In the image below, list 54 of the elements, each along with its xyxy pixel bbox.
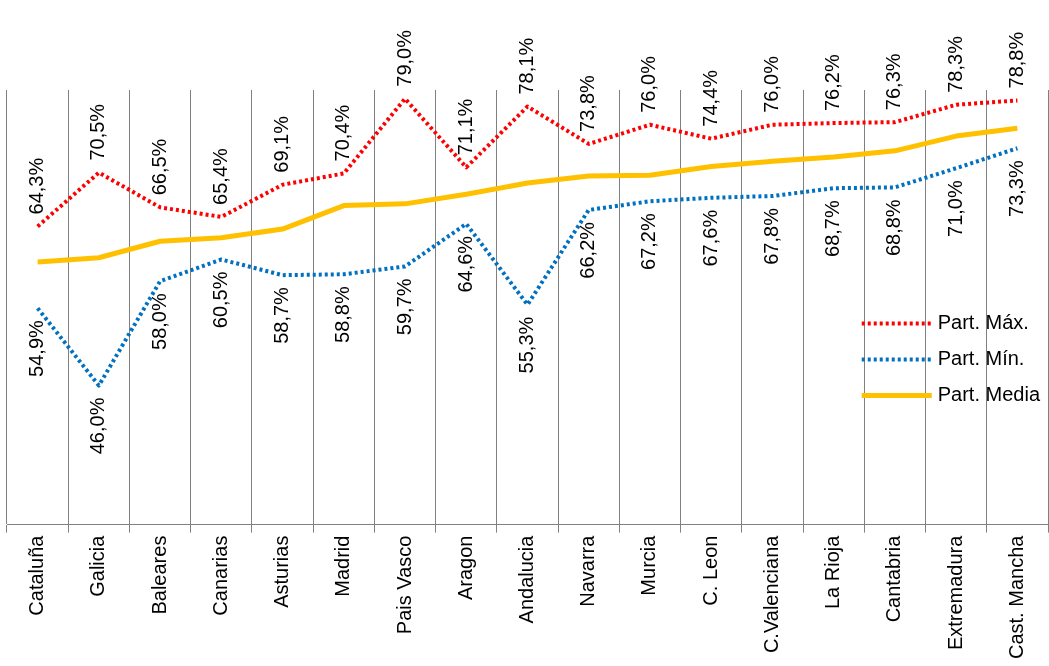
data-label: 60,5% [208, 271, 231, 329]
data-label: 69,1% [270, 115, 293, 173]
x-tick-label: C.Valenciana [759, 534, 782, 654]
x-tick-label: Galicia [86, 534, 109, 597]
data-label: 76,3% [882, 53, 905, 111]
x-tick-label: Navarra [576, 534, 599, 607]
data-label: 70,4% [331, 104, 354, 162]
x-tick-label: Andalucia [515, 534, 538, 624]
x-tick-label: Aragon [453, 535, 476, 601]
data-label: 55,3% [515, 316, 538, 374]
data-label: 76,2% [821, 54, 844, 112]
x-tick-label: Asturias [270, 535, 293, 608]
data-label: 78,1% [515, 37, 538, 95]
data-label: 58,7% [270, 286, 293, 344]
data-label: 64,3% [25, 157, 48, 215]
x-tick-label: Cast. Mancha [1004, 534, 1027, 659]
data-label: 54,9% [25, 319, 48, 377]
data-label: 65,4% [208, 147, 231, 205]
data-label: 73,8% [576, 74, 599, 132]
data-label: 67,8% [759, 207, 782, 265]
data-label: 58,0% [147, 293, 170, 350]
data-label: 66,2% [576, 221, 599, 279]
data-label: 78,8% [1004, 31, 1027, 89]
x-tick-label: Pais Vasco [392, 535, 415, 635]
data-label: 64,6% [453, 235, 476, 293]
data-label: 68,7% [821, 200, 844, 257]
x-tick-label: Baleares [147, 535, 170, 615]
data-label: 70,5% [86, 103, 109, 161]
data-label: 67,6% [698, 209, 721, 267]
data-label: 74,4% [698, 69, 721, 127]
data-label: 71,1% [453, 98, 476, 156]
data-label: 68,8% [882, 199, 905, 257]
data-label: 79,0% [392, 29, 415, 87]
data-label: 78,3% [943, 35, 966, 93]
x-tick-label: Canarias [208, 535, 231, 616]
data-label: 76,0% [759, 55, 782, 113]
data-label: 46,0% [86, 397, 109, 455]
x-tick-label: Cataluña [25, 534, 48, 616]
legend-label: Part. Máx. [937, 310, 1029, 333]
x-tick-label: Murcia [637, 534, 660, 596]
legend-label: Part. Media [937, 382, 1041, 405]
data-label: 67,2% [637, 213, 660, 270]
data-label: 73,3% [1004, 160, 1027, 217]
data-label: 76,0% [637, 55, 660, 113]
x-tick-label: C. Leon [698, 535, 721, 606]
legend-label: Part. Mín. [937, 346, 1025, 369]
x-tick-label: Cantabria [882, 534, 905, 623]
data-label: 66,5% [147, 138, 170, 196]
data-label: 58,8% [331, 286, 354, 343]
data-label: 71,0% [943, 180, 966, 237]
x-tick-label: Extremadura [943, 534, 966, 651]
x-tick-label: Madrid [331, 535, 354, 597]
data-label: 59,7% [392, 278, 415, 336]
x-tick-label: La Rioja [821, 534, 844, 609]
